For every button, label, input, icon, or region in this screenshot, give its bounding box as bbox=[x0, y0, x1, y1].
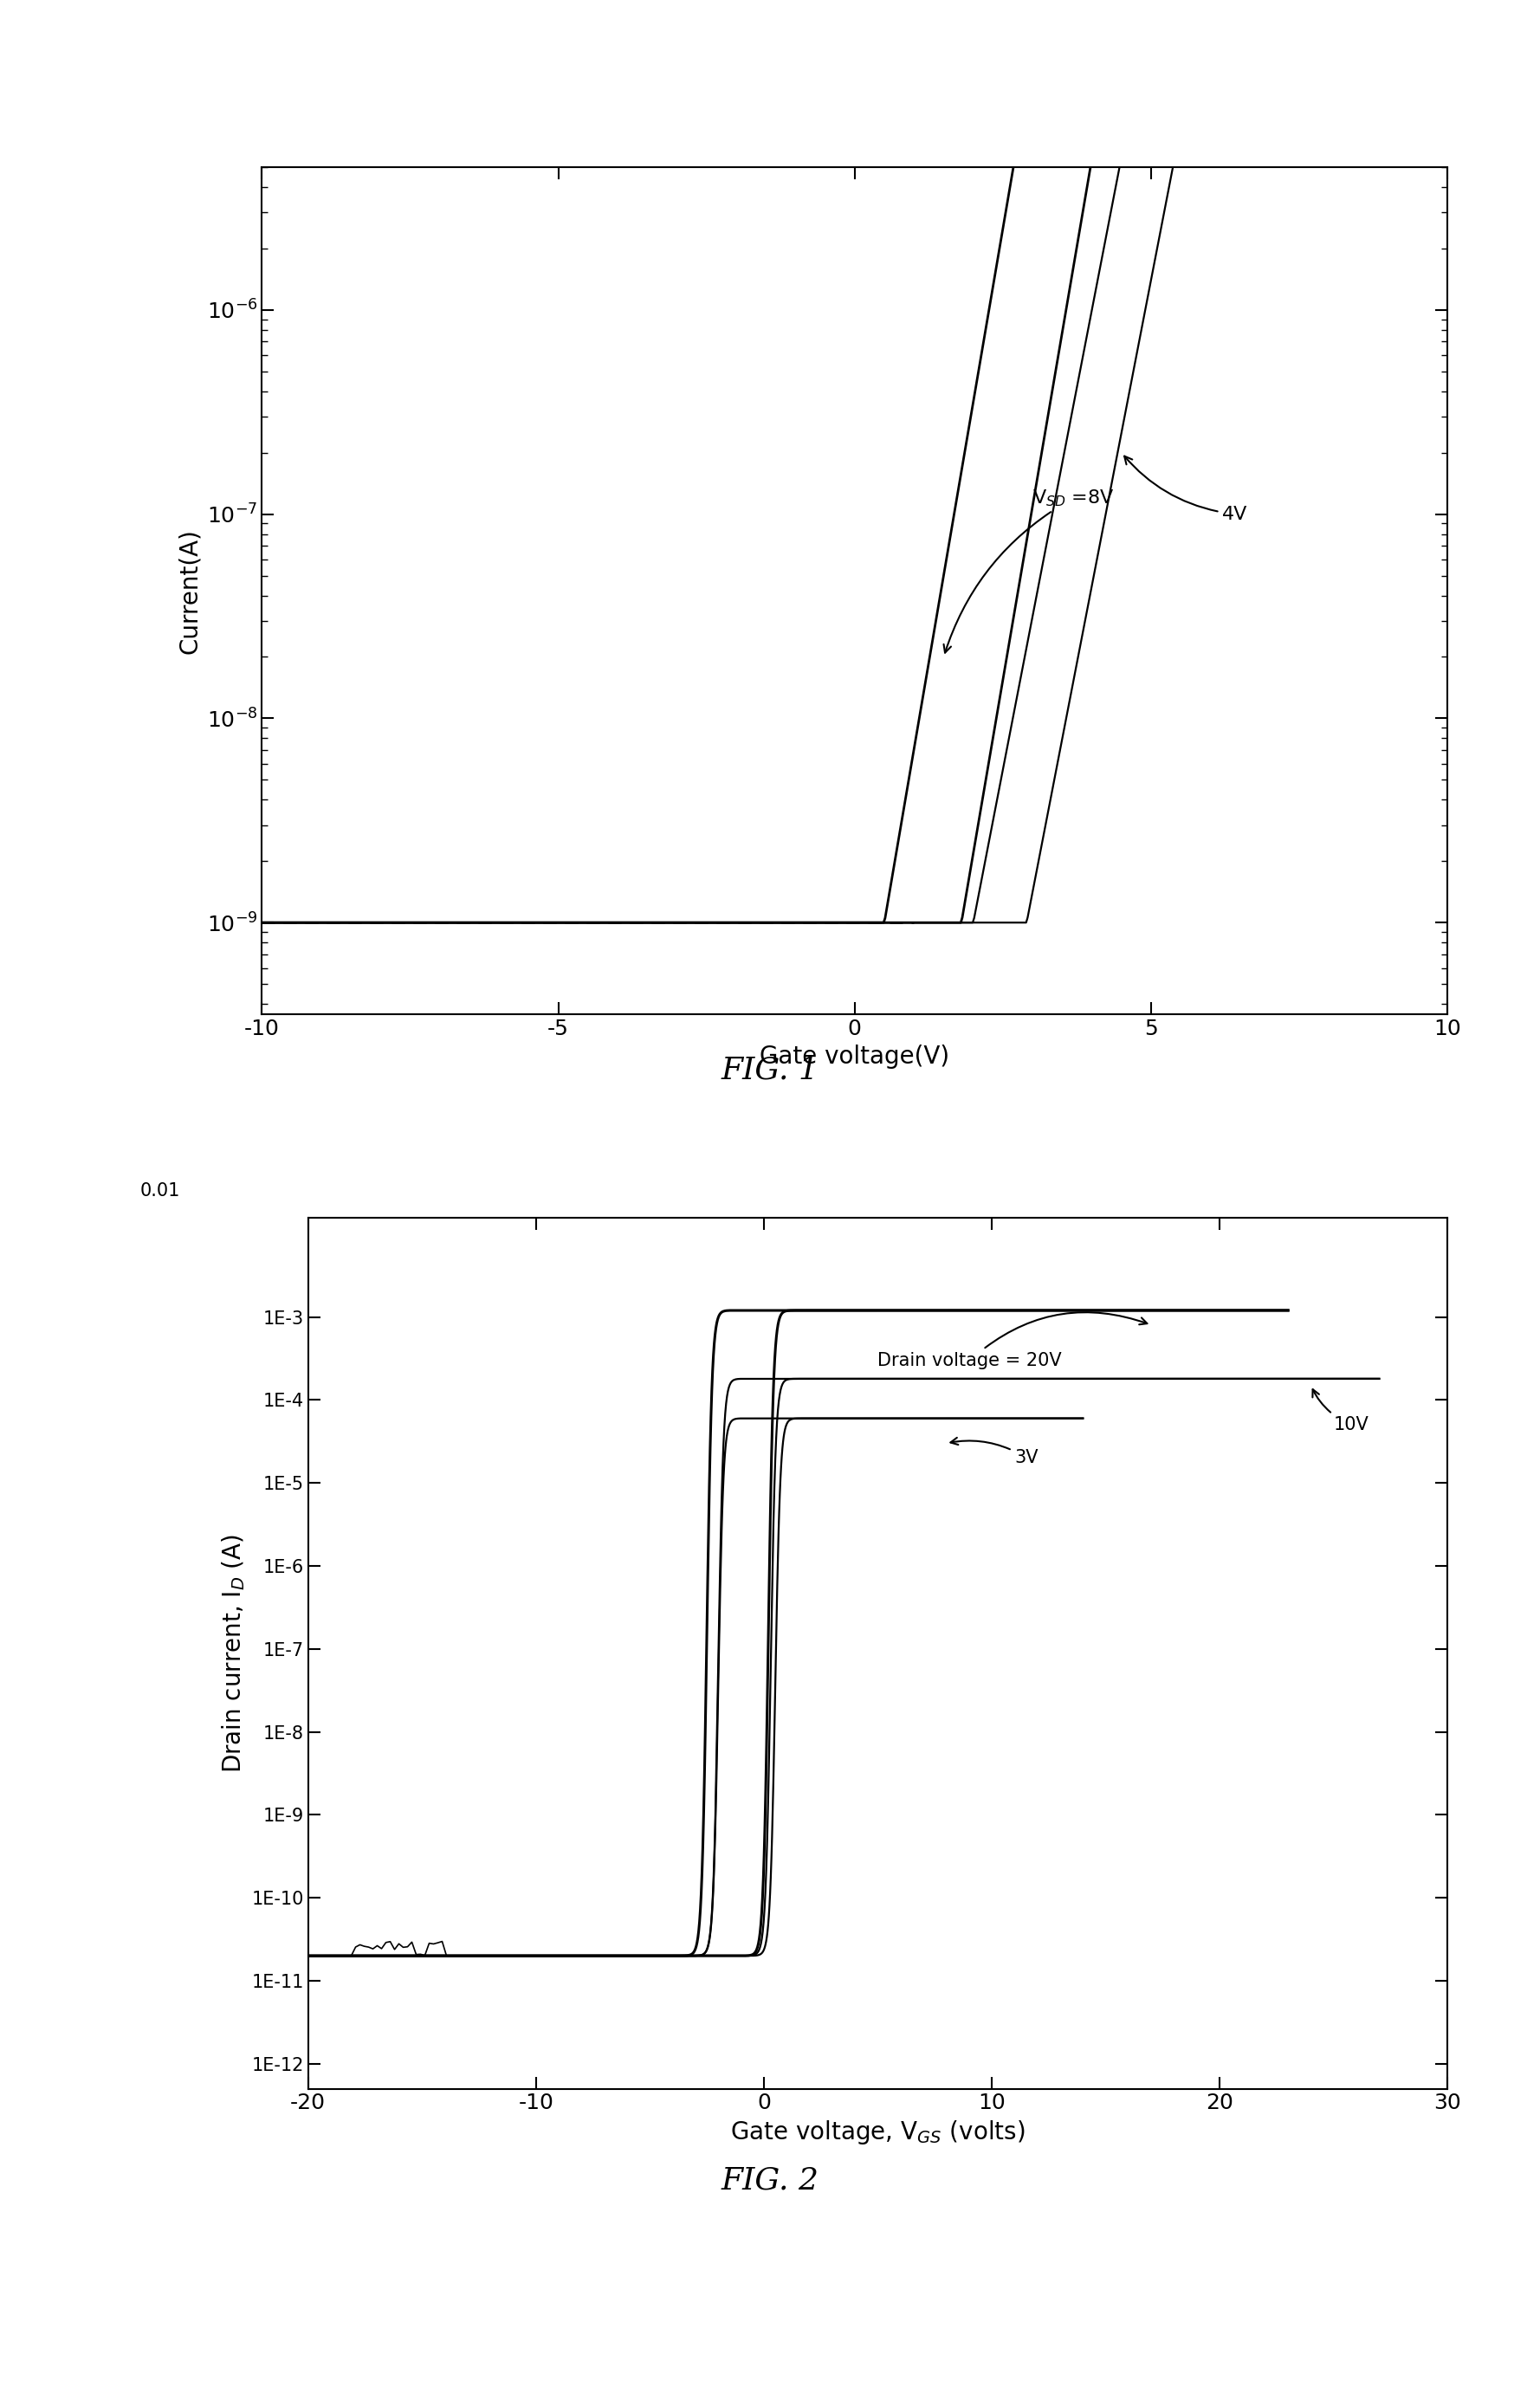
Text: 4V: 4V bbox=[1124, 456, 1247, 523]
X-axis label: Gate voltage(V): Gate voltage(V) bbox=[759, 1043, 950, 1069]
Text: V$_{SD}$ =8V: V$_{SD}$ =8V bbox=[944, 487, 1115, 652]
Text: Drain voltage = 20V: Drain voltage = 20V bbox=[878, 1313, 1147, 1370]
Text: 0.01: 0.01 bbox=[140, 1182, 180, 1201]
Y-axis label: Current(A): Current(A) bbox=[177, 528, 202, 654]
Text: 10V: 10V bbox=[1312, 1389, 1369, 1435]
Text: FIG. 2: FIG. 2 bbox=[721, 2165, 819, 2196]
Text: FIG. 1: FIG. 1 bbox=[721, 1055, 819, 1086]
Text: 3V: 3V bbox=[950, 1437, 1038, 1466]
Y-axis label: Drain current, I$_D$ (A): Drain current, I$_D$ (A) bbox=[220, 1532, 246, 1774]
X-axis label: Gate voltage, V$_{GS}$ (volts): Gate voltage, V$_{GS}$ (volts) bbox=[730, 2117, 1026, 2146]
